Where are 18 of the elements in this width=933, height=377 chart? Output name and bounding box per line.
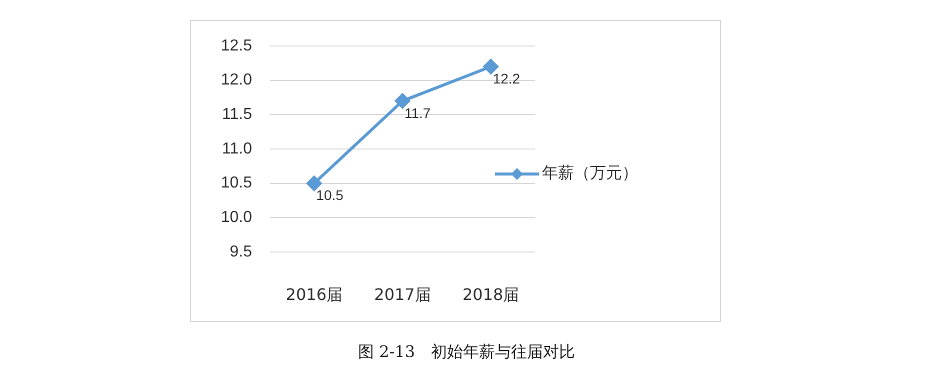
point <box>306 176 322 191</box>
y-tick-label: 12.0 <box>220 72 252 89</box>
data-label: 11.7 <box>404 104 431 121</box>
caption: 图 2-13 初始年薪与往届对比 <box>356 342 576 363</box>
point <box>483 59 498 74</box>
x-tick-label: 2018届 <box>462 284 520 304</box>
y-tick-label: 12.5 <box>220 37 252 54</box>
y-tick-label: 11.0 <box>222 140 252 158</box>
data-label: 10.5 <box>316 187 344 204</box>
data-label: 12.2 <box>492 70 520 86</box>
legend-label: 年薪（万元） <box>542 163 638 182</box>
x-tick-label: 2017届 <box>374 284 431 304</box>
x-tick-label: 2016届 <box>286 284 343 304</box>
point <box>395 93 410 108</box>
y-tick-label: 9.5 <box>230 243 252 260</box>
y-tick-label: 10.5 <box>220 174 252 192</box>
y-tick-label: 11.5 <box>222 106 252 124</box>
y-tick-label: 10.0 <box>220 209 252 226</box>
